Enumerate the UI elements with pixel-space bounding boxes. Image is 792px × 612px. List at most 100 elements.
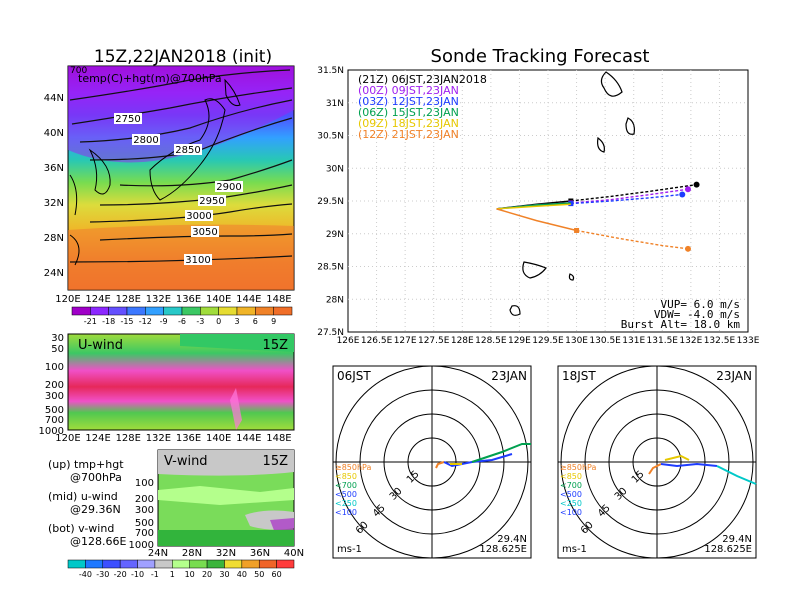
hodo-level-label: ≥850hPa	[335, 463, 372, 472]
contour-label-bg	[132, 134, 160, 145]
v-wind-title: V-wind	[164, 454, 208, 469]
v-colorbar-cell	[137, 559, 156, 569]
u-y-tick: 100	[45, 362, 64, 373]
track-y-tick: 29N	[326, 230, 344, 240]
colorbar-cell	[126, 306, 146, 316]
track-x-tick: 126E	[337, 336, 360, 346]
track-y-tick: 28.5N	[317, 263, 344, 273]
u-x-ticks: 120E 124E 128E 132E 136E 140E 144E 148E	[55, 433, 291, 444]
u-x-tick: 140E	[206, 433, 231, 444]
v-colorbar-cell	[206, 559, 225, 569]
colorbar-label: 3	[234, 317, 239, 326]
v-colorbar-cell	[241, 559, 260, 569]
contour-label-bg	[191, 226, 219, 237]
v-wind-time: 15Z	[263, 454, 289, 469]
track-x-tick: 128.5E	[475, 336, 507, 346]
hodo-trace	[435, 461, 445, 469]
v-colorbar-cell	[258, 559, 277, 569]
track-line-dashed	[570, 183, 697, 202]
contour-label-bg	[198, 195, 226, 206]
panel-legend-notes: (up) tmp+hgt @700hPa (mid) u-wind @29.36…	[48, 458, 126, 548]
v-y-tick: 100	[135, 478, 154, 489]
track-legend-item: (00Z) 09JST,23JAN	[358, 84, 459, 97]
v-x-tick: 32N	[216, 548, 236, 559]
track-legend-item: (06Z) 15JST,23JAN	[358, 106, 459, 119]
u-x-tick: 128E	[116, 433, 141, 444]
hodo-trace	[471, 443, 531, 463]
v-y-tick: 1000	[129, 540, 154, 551]
hodo-trace	[648, 463, 662, 475]
track-landing-marker	[685, 245, 691, 252]
map-x-tick: 128E	[116, 294, 141, 305]
vdw-text: VDW= -4.0 m/s	[654, 308, 740, 321]
u-x-tick: 148E	[266, 433, 291, 444]
hodo-level-label: <850	[335, 472, 357, 481]
colorbar-label: -21	[84, 317, 97, 326]
v-y-tick: 200	[135, 494, 154, 505]
hodo-level-label: <250	[560, 499, 582, 508]
v-colorbar-label: -1	[151, 570, 159, 579]
colorbar-cell	[145, 306, 164, 316]
hodo-level-label: <850	[560, 472, 582, 481]
tracking-grid	[348, 70, 748, 332]
track-x-tick: 131.5E	[647, 336, 679, 346]
colorbar-label: 9	[271, 317, 276, 326]
track-y-tick: 28N	[326, 295, 344, 305]
track-y-tick: 30.5N	[317, 132, 344, 142]
v-colorbar-cell	[224, 559, 243, 569]
hodo-left-label: 18JST	[562, 369, 596, 383]
u-x-tick: 124E	[85, 433, 110, 444]
hodo-trace	[660, 462, 718, 468]
hodo-level-label: <100	[335, 508, 357, 517]
u-y-tick: 30	[51, 333, 64, 344]
track-x-tick: 130.5E	[589, 336, 621, 346]
u-y-tick: 500	[45, 405, 64, 416]
colorbar-label: -15	[120, 317, 133, 326]
colorbar-label: 0	[216, 317, 221, 326]
u-x-tick: 132E	[146, 433, 171, 444]
track-y-tick: 31.5N	[317, 66, 344, 76]
u-wind-panel: U-wind 15Z 120E 124E 128E 132E 136E 140E 144E 1…	[39, 333, 295, 444]
hodo-right-label: 23JAN	[716, 369, 752, 383]
vup-text: VUP= 6.0 m/s	[661, 298, 740, 311]
v-colorbar-label: 50	[254, 570, 264, 579]
track-x-tick: 130E	[565, 336, 588, 346]
map-x-tick: 124E	[85, 294, 110, 305]
track-x-tick: 127E	[394, 336, 417, 346]
track-legend-item: (09Z) 18JST,23JAN	[358, 117, 459, 130]
track-legend-item: (03Z) 12JST,23JAN	[358, 95, 459, 108]
v-colorbar-cell	[172, 559, 190, 569]
track-landing-marker	[679, 191, 686, 198]
track-y-tick: 27.5N	[317, 328, 344, 338]
u-y-tick: 50	[51, 344, 64, 355]
tracking-chart: (21Z) 06JST,23JAN2018(00Z) 09JST,23JAN(0…	[317, 66, 760, 346]
track-x-tick: 132E	[679, 336, 702, 346]
colorbar-cell	[273, 306, 293, 316]
v-colorbar-cell	[85, 559, 104, 569]
u-x-tick: 136E	[176, 433, 201, 444]
tracking-x-ticks: 126E 126.5E 127E 127.5E 128E 128.5E 129E 129.5E…	[337, 336, 760, 346]
v-y-tick: 300	[135, 505, 154, 516]
colorbar-label: -12	[139, 317, 152, 326]
coastlines	[509, 71, 635, 316]
contour-label-bg	[114, 113, 142, 124]
left-panel-title: 15Z,22JAN2018 (init)	[94, 47, 272, 67]
map-y-tick: 40N	[44, 128, 64, 139]
hodo-lat: 29.4N	[722, 534, 752, 545]
hodo-lat: 29.4N	[497, 534, 527, 545]
u-y-tick: 1000	[39, 426, 64, 437]
colorbar-cell	[218, 306, 238, 316]
track-x-tick: 126.5E	[361, 336, 393, 346]
note-bot2: @128.66E	[70, 535, 126, 548]
v-x-tick: 24N	[148, 548, 168, 559]
track-x-tick: 132.5E	[704, 336, 736, 346]
map-y-tick: 28N	[44, 233, 64, 244]
track-x-tick: 128E	[451, 336, 474, 346]
track-line-dashed	[570, 188, 689, 204]
hodo-trace	[716, 465, 757, 485]
colorbar-cell	[108, 306, 128, 316]
hodo-level-label: <500	[560, 490, 582, 499]
